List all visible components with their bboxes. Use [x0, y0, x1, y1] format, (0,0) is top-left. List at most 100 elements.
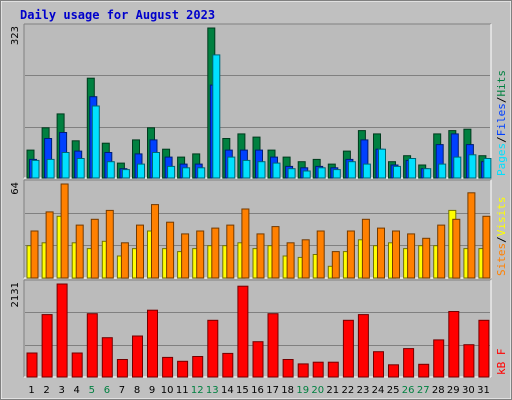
bar-pages-day-22 — [347, 161, 356, 179]
panel-legend: Pages/Files/Hits — [495, 70, 508, 176]
x-tick-label: 6 — [104, 385, 110, 396]
x-tick-label: 15 — [236, 385, 249, 396]
bar-kb-f-day-27 — [418, 363, 430, 378]
bar-pages-day-8 — [137, 163, 145, 179]
x-tick-label: 11 — [176, 385, 189, 396]
bar-kb-f-day-28 — [433, 339, 445, 378]
x-axis: 1 2 3 4 5 6 7 8 9 10 11 12 13 14 15 16 17 18 19 20 21 22 23 24 2… — [28, 385, 490, 396]
x-tick-label: 21 — [326, 385, 339, 396]
bar-sites-day-10 — [166, 221, 175, 279]
legend-entry: Hits — [495, 70, 508, 97]
bar-pages-day-7 — [121, 169, 130, 179]
bar-kb-f-day-21 — [327, 361, 339, 378]
bar-sites-day-7 — [120, 242, 129, 279]
bar-pages-day-24 — [378, 148, 386, 179]
bar-sites-day-1 — [30, 230, 39, 279]
bar-kb-f-day-20 — [312, 361, 324, 378]
bar-kb-f-day-4 — [71, 352, 83, 378]
bar-kb-f-day-22 — [342, 319, 354, 378]
bar-pages-day-14 — [227, 156, 236, 179]
panel-legend: Sites/Visits — [495, 197, 508, 277]
x-tick-label: 9 — [149, 385, 155, 396]
x-tick-label: 5 — [89, 385, 95, 396]
x-tick-label: 10 — [161, 385, 174, 396]
x-tick-label: 22 — [342, 385, 355, 396]
legend-entry: / — [495, 236, 508, 243]
bar-pages-day-26 — [408, 158, 417, 179]
bar-sites-day-8 — [136, 224, 144, 279]
y-max-label: 64 — [10, 182, 21, 195]
bar-kb-f-day-3 — [56, 283, 68, 378]
legend-entry: Visits — [495, 197, 508, 237]
bar-sites-day-19 — [301, 239, 310, 279]
bar-pages-day-27 — [423, 168, 432, 179]
legend-entry: kB — [495, 361, 508, 375]
panel-sites_visits: 64 Sites/Visits — [10, 179, 508, 279]
bar-sites-day-17 — [271, 226, 280, 279]
x-tick-label: 31 — [477, 385, 490, 396]
bar-pages-day-12 — [197, 167, 206, 179]
bar-sites-day-18 — [286, 242, 295, 279]
bar-pages-day-4 — [76, 158, 85, 179]
x-tick-label: 2 — [43, 385, 49, 396]
bar-sites-day-12 — [196, 230, 205, 279]
bar-kb-f-day-23 — [357, 314, 369, 378]
x-tick-label: 26 — [402, 385, 415, 396]
bar-sites-day-20 — [316, 230, 325, 279]
bar-sites-day-5 — [90, 218, 99, 279]
x-tick-label: 12 — [191, 385, 204, 396]
bar-sites-day-4 — [75, 224, 84, 279]
bar-pages-day-11 — [182, 167, 191, 179]
bar-kb-f-day-19 — [297, 363, 309, 378]
bar-pages-day-1 — [31, 159, 40, 179]
bar-pages-day-28 — [438, 163, 447, 179]
bar-pages-day-25 — [393, 165, 401, 179]
bar-pages-day-13 — [212, 54, 221, 179]
x-tick-label: 16 — [251, 385, 264, 396]
bar-pages-day-29 — [453, 156, 462, 179]
bar-kb-f-day-10 — [162, 356, 174, 378]
bar-sites-day-15 — [241, 208, 250, 279]
bar-sites-day-13 — [211, 227, 220, 279]
legend-entry: / — [495, 97, 508, 104]
legend-entry: Files — [495, 103, 508, 136]
x-tick-label: 19 — [296, 385, 309, 396]
bar-pages-day-15 — [242, 159, 251, 179]
bar-kb-f-day-16 — [252, 341, 264, 378]
bar-kb-f-day-1 — [26, 352, 38, 378]
bar-kb-f-day-13 — [207, 319, 219, 378]
bar-kb-f-day-8 — [132, 335, 143, 378]
bar-pages-day-17 — [272, 162, 281, 179]
panel-legend: kB F — [495, 349, 508, 376]
bar-kb-f-day-5 — [86, 313, 98, 378]
bar-pages-day-21 — [332, 169, 341, 179]
y-max-label: 2131 — [10, 282, 21, 307]
bar-kb-f-day-2 — [41, 314, 53, 378]
x-tick-label: 3 — [59, 385, 65, 396]
x-tick-label: 24 — [372, 385, 385, 396]
bar-sites-day-31 — [482, 215, 491, 279]
x-tick-label: 4 — [74, 385, 80, 396]
x-tick-label: 14 — [221, 385, 234, 396]
bar-sites-day-28 — [437, 224, 446, 279]
x-tick-label: 13 — [206, 385, 219, 396]
bar-sites-day-23 — [361, 218, 370, 279]
bar-pages-day-9 — [152, 152, 160, 179]
x-tick-label: 30 — [462, 385, 475, 396]
bar-pages-day-2 — [46, 158, 55, 179]
bar-kb-f-day-24 — [373, 351, 384, 378]
bar-kb-f-day-26 — [403, 348, 415, 378]
bar-sites-day-11 — [181, 233, 190, 279]
bar-kb-f-day-9 — [147, 309, 158, 378]
bar-kb-f-day-11 — [177, 360, 189, 378]
bar-sites-day-30 — [467, 192, 476, 279]
bar-kb-f-day-17 — [267, 313, 279, 378]
bar-sites-day-16 — [256, 233, 265, 279]
bar-kb-f-day-29 — [448, 311, 460, 378]
bar-kb-f-day-6 — [101, 337, 113, 378]
chart-title: Daily usage for August 2023 — [20, 8, 215, 22]
